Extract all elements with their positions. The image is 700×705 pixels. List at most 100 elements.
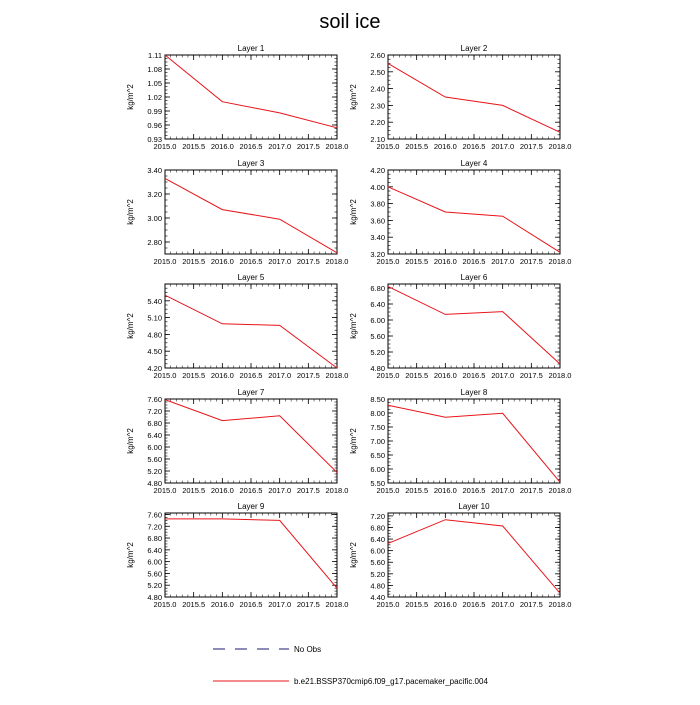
y-tick-label: 8.50 [370,395,385,404]
y-tick-label: 0.96 [147,121,162,130]
y-tick-label: 6.80 [370,284,385,293]
x-tick-label: 2018.0 [326,257,349,266]
x-tick-label: 2015.0 [154,257,177,266]
x-tick-label: 2015.0 [154,142,177,151]
y-tick-label: 5.60 [370,558,385,567]
panel-frame [387,283,561,369]
series-line [387,404,561,483]
x-tick-label: 2015.5 [405,371,428,380]
panel-frame [387,54,561,140]
y-tick-label: 5.20 [147,467,162,476]
panel-frame [387,512,561,598]
x-tick-label: 2016.5 [463,142,486,151]
x-tick-label: 2017.5 [297,142,320,151]
y-tick-label: 7.20 [147,522,162,531]
x-tick-label: 2016.0 [211,371,234,380]
y-axis-label: kg/m^2 [126,199,135,225]
x-tick-label: 2017.5 [297,257,320,266]
x-tick-label: 2016.0 [434,142,457,151]
x-tick-label: 2015.0 [377,257,400,266]
y-tick-label: 6.80 [147,419,162,428]
panel-frame [387,169,561,255]
panel-layer-7: Layer 7 kg/m^2 4.80 5.20 5.60 6.00 6.40 6.80 7.2… [126,388,348,495]
x-tick-label: 2017.5 [520,486,543,495]
y-tick-label: 2.20 [370,118,385,127]
y-tick-label: 4.80 [147,479,162,488]
y-tick-label: 4.80 [147,330,162,339]
x-tick-label: 2016.0 [211,142,234,151]
y-axis-label: kg/m^2 [126,542,135,568]
y-tick-label: 6.40 [147,431,162,440]
y-tick-label: 4.50 [147,347,162,356]
x-tick-label: 2016.0 [211,257,234,266]
y-tick-label: 3.40 [147,166,162,175]
series-line [164,54,338,129]
series-line [387,186,561,253]
panel-layer-4: Layer 4 kg/m^2 3.20 3.40 3.60 3.80 4.00 4.20 201… [349,159,571,266]
y-tick-label: 5.20 [370,570,385,579]
x-tick-label: 2018.0 [549,600,572,609]
x-tick-label: 2016.5 [463,486,486,495]
x-tick-label: 2017.0 [268,600,291,609]
y-axis-label: kg/m^2 [349,428,358,454]
x-tick-label: 2017.0 [491,486,514,495]
x-tick-label: 2018.0 [326,600,349,609]
legend-obs-label: No Obs [294,645,321,654]
y-tick-label: 0.93 [147,135,162,144]
panel-layer-5: Layer 5 kg/m^2 4.20 4.50 4.80 5.10 5.40 2015.0 2… [126,273,348,380]
y-tick-label: 6.40 [370,300,385,309]
x-tick-label: 2018.0 [326,142,349,151]
y-tick-label: 6.80 [370,523,385,532]
legend: No Obs b.e21.BSSP370cmip6.f09_g17.pacema… [213,645,488,686]
series-line [387,62,561,133]
legend-model-label: b.e21.BSSP370cmip6.f09_g17.pacemaker_pac… [294,677,488,686]
y-axis-label: kg/m^2 [126,84,135,110]
x-tick-label: 2017.0 [491,371,514,380]
x-tick-label: 2015.5 [405,142,428,151]
x-tick-label: 2018.0 [549,371,572,380]
panel-title: Layer 6 [461,273,488,282]
x-tick-label: 2015.5 [405,257,428,266]
x-tick-label: 2016.0 [434,257,457,266]
x-tick-label: 2017.0 [491,600,514,609]
y-axis-label: kg/m^2 [349,199,358,225]
y-tick-label: 4.20 [370,166,385,175]
x-tick-label: 2017.0 [491,142,514,151]
panel-title: Layer 3 [238,159,265,168]
x-tick-label: 2016.0 [434,486,457,495]
y-tick-label: 5.10 [147,314,162,323]
y-tick-label: 6.50 [370,451,385,460]
y-tick-label: 2.60 [370,51,385,60]
panel-layer-2: Layer 2 kg/m^2 2.10 2.20 2.30 2.40 2.50 2.60 201… [349,44,571,151]
panel-layer-6: Layer 6 kg/m^2 4.80 5.20 5.60 6.00 6.40 6.80 201… [349,273,571,380]
y-tick-label: 6.40 [370,535,385,544]
panel-layer-8: Layer 8 kg/m^2 5.50 6.00 6.50 7.00 7.50 8.00 8.5… [349,388,571,495]
y-tick-label: 3.20 [147,190,162,199]
panel-layer-1: Layer 1 kg/m^2 0.93 0.96 0.99 1.02 1.05 1.08 1.1… [126,44,348,151]
panel-title: Layer 2 [461,44,488,53]
x-tick-label: 2018.0 [326,371,349,380]
panel-frame [164,169,338,255]
y-tick-label: 3.20 [370,250,385,259]
x-tick-label: 2015.0 [377,600,400,609]
x-tick-label: 2015.5 [182,257,205,266]
x-tick-label: 2015.5 [182,600,205,609]
y-tick-label: 7.20 [370,512,385,521]
series-line [164,177,338,254]
y-tick-label: 3.60 [370,216,385,225]
y-tick-label: 7.20 [147,407,162,416]
y-tick-label: 2.50 [370,68,385,77]
y-tick-label: 4.40 [370,593,385,602]
x-tick-label: 2015.5 [182,371,205,380]
y-tick-label: 5.50 [370,479,385,488]
y-tick-label: 4.80 [370,581,385,590]
x-tick-label: 2016.0 [211,600,234,609]
x-tick-label: 2018.0 [549,142,572,151]
y-tick-label: 2.10 [370,135,385,144]
x-tick-label: 2015.0 [377,371,400,380]
x-tick-label: 2015.0 [154,600,177,609]
y-tick-label: 6.00 [370,465,385,474]
x-tick-label: 2017.5 [297,600,320,609]
panel-layer-3: Layer 3 kg/m^2 2.80 3.00 3.20 3.40 2015.0 2015.… [126,159,348,266]
